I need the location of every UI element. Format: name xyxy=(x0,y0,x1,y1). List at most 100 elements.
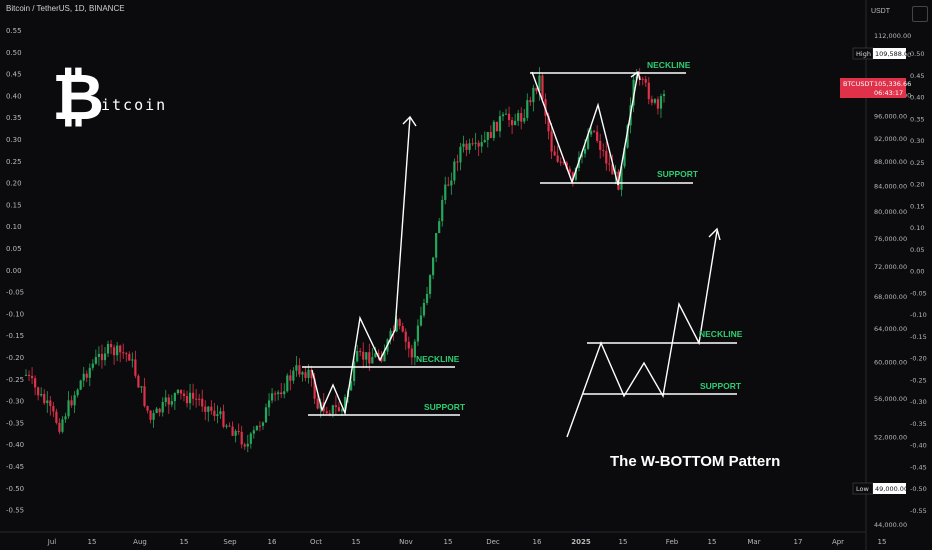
candle-body xyxy=(419,315,423,326)
right-tick-pct: 0.45 xyxy=(910,72,924,80)
x-tick-label: Aug xyxy=(133,538,147,546)
candle-body xyxy=(365,352,368,360)
left-tick-label: 0.35 xyxy=(6,114,22,122)
candle-body xyxy=(444,184,447,200)
x-tick-label: Feb xyxy=(666,538,679,546)
right-tick-pct: -0.40 xyxy=(910,442,927,450)
right-tick-pct: -0.35 xyxy=(910,420,927,428)
candle-body xyxy=(517,113,520,121)
candle-body xyxy=(231,426,234,436)
settings-icon[interactable] xyxy=(912,6,928,22)
arrow-head-3 xyxy=(708,227,721,241)
candle-body xyxy=(495,121,499,132)
symbol-header[interactable]: Bitcoin / TetherUS, 1D, BINANCE xyxy=(6,4,125,13)
candle-body xyxy=(237,430,240,432)
low-tag: Low 49,000.00 xyxy=(852,482,908,495)
candle-body xyxy=(82,373,85,381)
candle-body xyxy=(249,433,252,444)
left-tick-label: -0.15 xyxy=(6,332,24,340)
candle-body xyxy=(510,120,514,126)
right-tick-pct: -0.30 xyxy=(910,398,927,406)
candle-body xyxy=(553,151,556,156)
candle-body xyxy=(462,143,465,147)
right-axis: 112,000.00108,000.00100,000.0096,000.009… xyxy=(840,0,927,550)
candle-body xyxy=(593,130,596,132)
left-tick-label: -0.10 xyxy=(6,310,24,318)
candle-body xyxy=(280,392,283,395)
candle-body xyxy=(343,396,347,410)
left-tick-label: -0.05 xyxy=(6,289,24,297)
right-tick-pct: -0.50 xyxy=(910,485,927,493)
right-tick-price: 76,000.00 xyxy=(874,235,907,243)
candle-body xyxy=(213,410,216,417)
x-tick-label: 15 xyxy=(180,538,189,546)
candle-body xyxy=(61,419,64,432)
candle-body xyxy=(191,392,195,399)
x-tick-label: Jul xyxy=(47,538,57,546)
support-label-3: SUPPORT xyxy=(700,381,742,391)
candle-body xyxy=(374,353,377,358)
candle-body xyxy=(632,79,635,106)
candle-body xyxy=(277,392,280,395)
candle-body xyxy=(152,413,155,420)
candle-body xyxy=(252,430,255,434)
candle-body xyxy=(340,409,344,412)
candle-body xyxy=(456,161,459,163)
neckline-label-3: NECKLINE xyxy=(699,329,743,339)
x-tick-label: 16 xyxy=(268,538,277,546)
candle-body xyxy=(432,257,435,276)
currency-label[interactable]: USDT xyxy=(870,8,890,15)
candle-body xyxy=(195,398,198,400)
candle-body xyxy=(389,330,392,340)
x-tick-label: 15 xyxy=(88,538,97,546)
x-tick-label: 15 xyxy=(878,538,887,546)
left-tick-label: -0.55 xyxy=(6,507,24,515)
candle-body xyxy=(574,167,577,180)
candle-body xyxy=(264,407,268,423)
candle-body xyxy=(435,232,438,258)
candle-body xyxy=(301,372,304,375)
candle-body xyxy=(134,359,137,376)
left-tick-label: 0.45 xyxy=(6,71,22,79)
right-tick-pct: -0.25 xyxy=(910,376,927,384)
candle-body xyxy=(73,395,76,406)
candle-body xyxy=(489,132,492,139)
support-label-2: SUPPORT xyxy=(657,169,699,179)
right-tick-pct: 0.25 xyxy=(910,159,924,167)
candle-body xyxy=(24,374,28,376)
candle-body xyxy=(620,166,623,190)
x-axis: Jul 15 Aug 15 Sep 16 Oct 15 Nov 15 Dec 16 2025 15 Feb 1… xyxy=(0,531,887,546)
candle-body xyxy=(55,411,58,423)
candle-body xyxy=(295,365,298,371)
candle-body xyxy=(158,408,161,413)
candle-body xyxy=(535,87,538,91)
candle-body xyxy=(514,120,517,126)
left-tick-label: -0.40 xyxy=(6,441,24,449)
candle-body xyxy=(428,275,432,294)
candle-body xyxy=(656,99,660,109)
candle-body xyxy=(243,444,246,447)
candle-body xyxy=(647,82,650,100)
candle-body xyxy=(362,351,365,360)
candle-body xyxy=(119,345,122,353)
candle-body xyxy=(538,75,541,91)
candle-body xyxy=(605,150,608,164)
right-tick-price: 88,000.00 xyxy=(874,158,907,166)
candle-body xyxy=(161,402,164,413)
candle-body xyxy=(170,401,173,405)
candle-body xyxy=(52,406,55,412)
right-tick-price: 60,000.00 xyxy=(874,359,907,367)
x-tick-label: Oct xyxy=(310,538,322,546)
candle-body xyxy=(76,389,79,396)
right-tick-pct: 0.20 xyxy=(910,181,924,189)
candle-body xyxy=(459,146,462,163)
candle-body xyxy=(331,405,334,414)
neckline-label-1: NECKLINE xyxy=(416,354,460,364)
left-tick-label: 0.40 xyxy=(6,92,22,100)
candle-body xyxy=(46,400,49,404)
candle-body xyxy=(100,353,104,361)
pattern-title: The W-BOTTOM Pattern xyxy=(610,453,780,470)
arrow-head-1 xyxy=(402,115,417,127)
candle-body xyxy=(383,351,386,362)
